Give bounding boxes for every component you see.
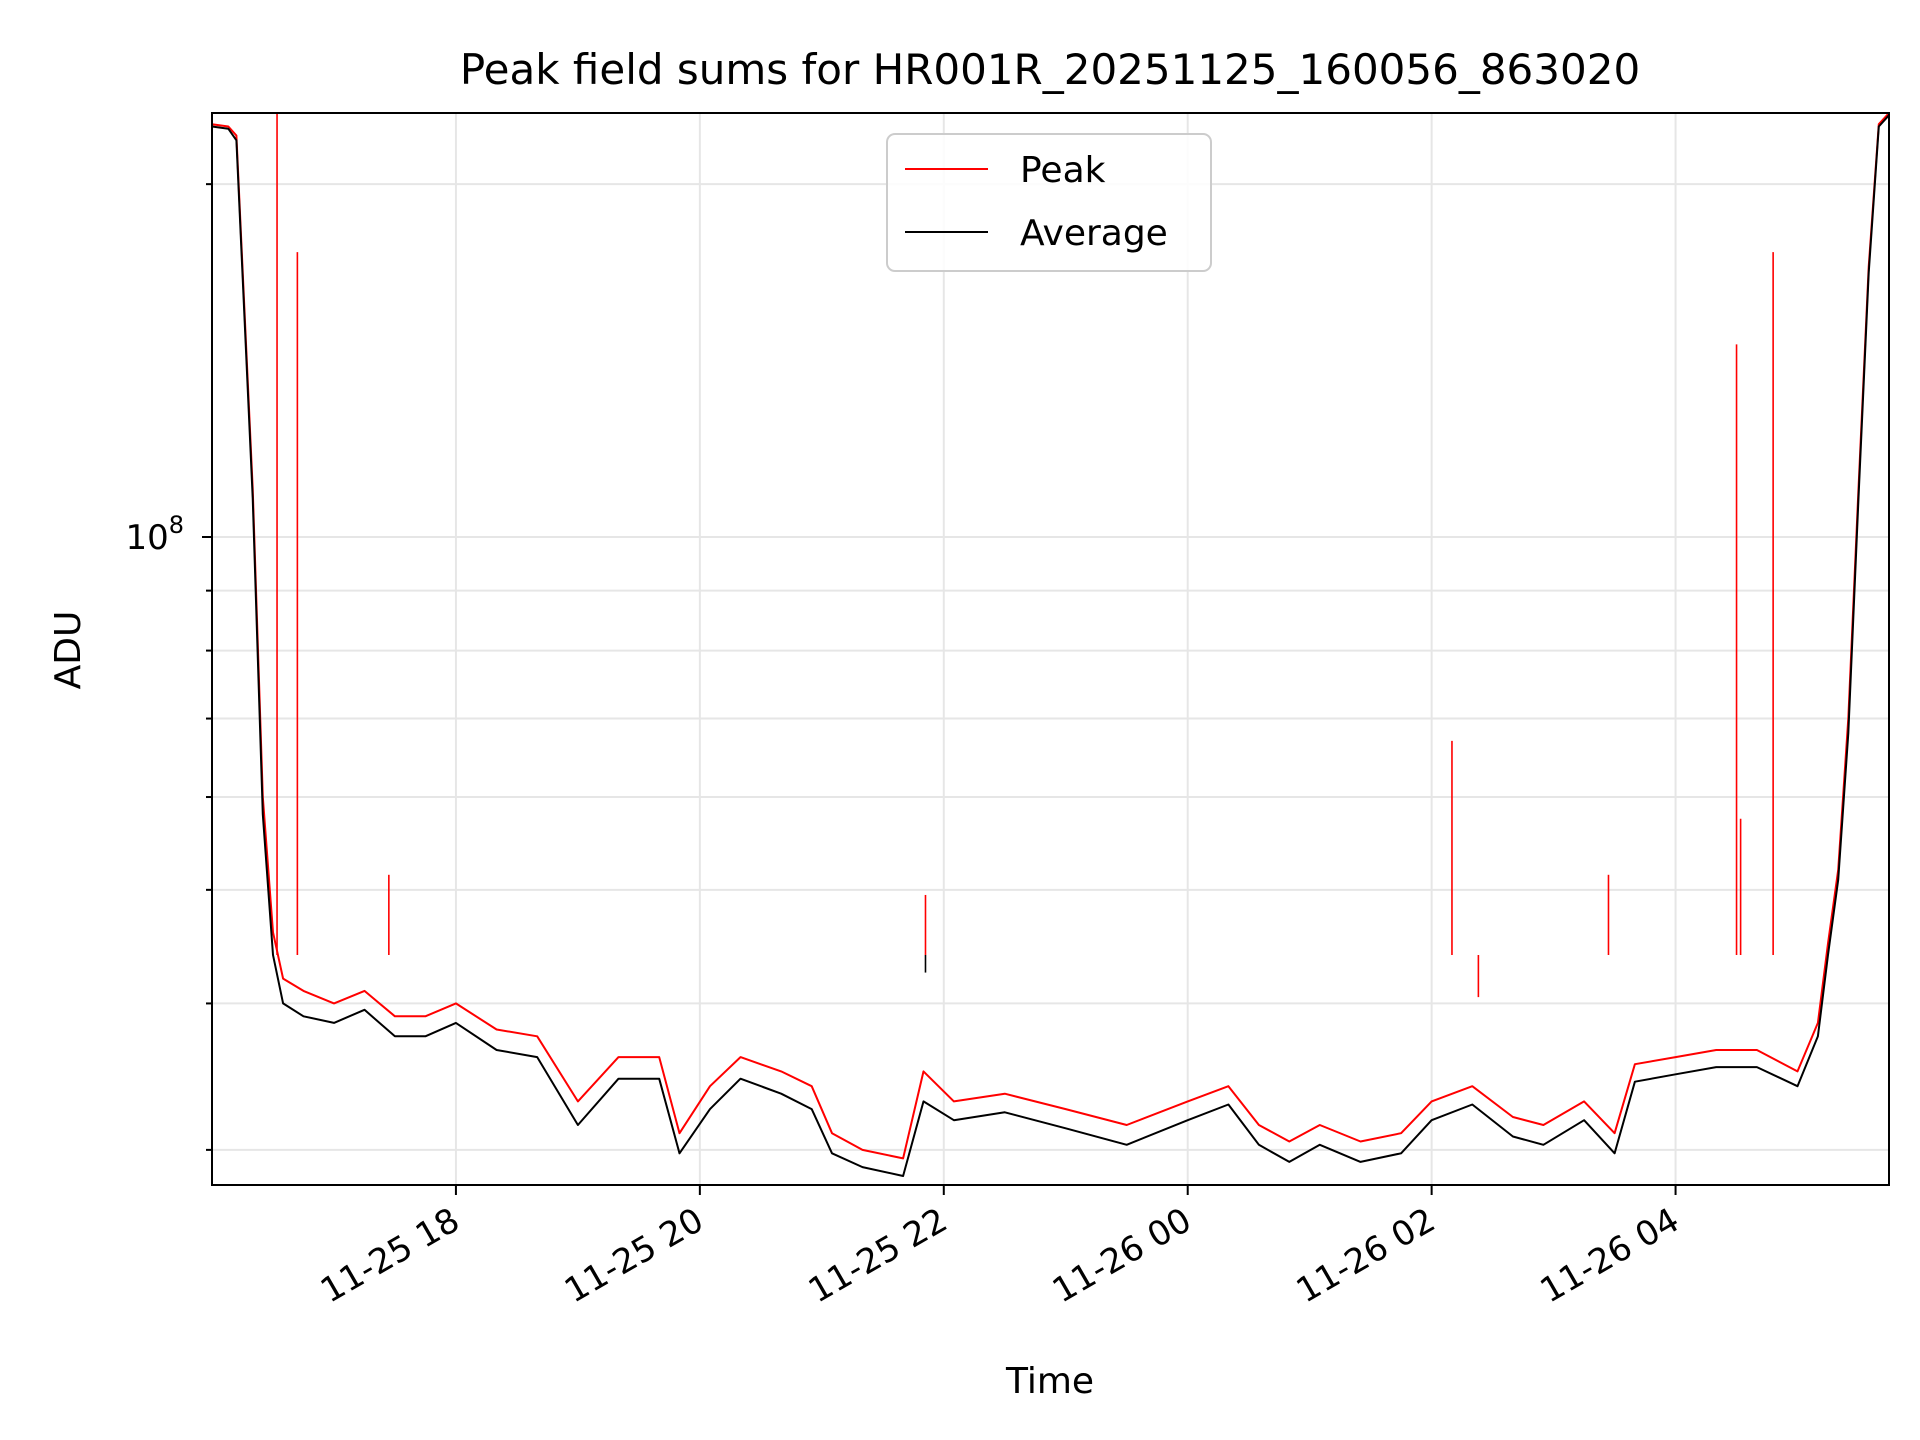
plot-area-frame <box>211 112 1890 1186</box>
legend-peak-label: Peak <box>1020 150 1106 191</box>
chart-title: Peak field sums for HR001R_20251125_1600… <box>460 45 1640 94</box>
y-axis-label: ADU <box>48 611 89 690</box>
legend: Peak Average <box>886 133 1212 272</box>
peak-series-line <box>211 112 1890 1160</box>
series-layer <box>211 112 1890 1177</box>
y-axis-ticks: 108 <box>125 183 212 1151</box>
legend-average-label: Average <box>1020 213 1168 254</box>
y-tick-label: 108 <box>125 511 184 558</box>
average-series-line <box>211 114 1890 1177</box>
x-axis-label: Time <box>1005 1361 1094 1402</box>
